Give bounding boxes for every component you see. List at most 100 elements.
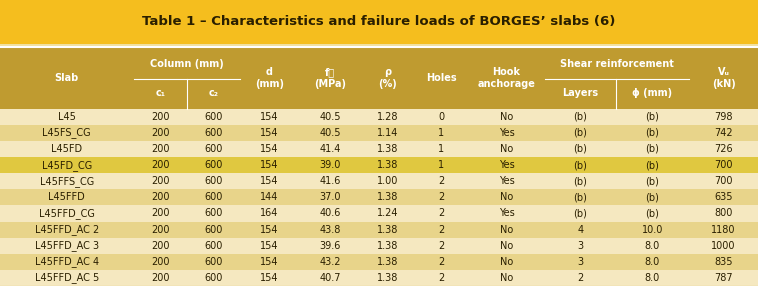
Text: 3: 3: [578, 241, 584, 251]
Text: 1000: 1000: [711, 241, 736, 251]
Text: 1.38: 1.38: [377, 144, 398, 154]
Text: L45FFD_AC 4: L45FFD_AC 4: [35, 256, 99, 267]
Text: 600: 600: [205, 208, 223, 219]
Bar: [0, 205, 758, 222]
Text: 1.28: 1.28: [377, 112, 399, 122]
Text: 41.4: 41.4: [319, 144, 340, 154]
Text: 200: 200: [151, 112, 170, 122]
Bar: [0, 238, 758, 254]
Text: 600: 600: [205, 176, 223, 186]
Text: 1: 1: [438, 160, 444, 170]
Text: No: No: [500, 144, 513, 154]
Text: 700: 700: [714, 176, 733, 186]
Text: 1.14: 1.14: [377, 128, 398, 138]
Text: (b): (b): [646, 192, 659, 202]
Text: 8.0: 8.0: [645, 273, 660, 283]
Text: L45FD: L45FD: [52, 144, 83, 154]
Text: 1.38: 1.38: [377, 257, 398, 267]
Text: 200: 200: [151, 225, 170, 235]
Text: 600: 600: [205, 241, 223, 251]
Text: L45FFD_CG: L45FFD_CG: [39, 208, 95, 219]
Text: 1: 1: [438, 144, 444, 154]
Text: Yes: Yes: [499, 160, 515, 170]
Text: 787: 787: [714, 273, 733, 283]
Text: 600: 600: [205, 144, 223, 154]
Text: 0: 0: [438, 112, 444, 122]
Text: 200: 200: [151, 176, 170, 186]
Text: 40.7: 40.7: [319, 273, 340, 283]
Text: Vᵤ
(kN): Vᵤ (kN): [712, 67, 735, 89]
Text: 200: 200: [151, 273, 170, 283]
Bar: [0, 254, 758, 270]
Text: 1.38: 1.38: [377, 160, 398, 170]
Text: L45FD_CG: L45FD_CG: [42, 160, 92, 170]
Text: 1.00: 1.00: [377, 176, 398, 186]
Text: 798: 798: [714, 112, 733, 122]
Text: 2: 2: [438, 241, 444, 251]
Text: 154: 154: [260, 273, 279, 283]
Text: 600: 600: [205, 112, 223, 122]
Text: 1.38: 1.38: [377, 192, 398, 202]
Text: 2: 2: [438, 225, 444, 235]
Text: 200: 200: [151, 160, 170, 170]
Text: 1: 1: [438, 128, 444, 138]
Text: Yes: Yes: [499, 128, 515, 138]
Text: 39.6: 39.6: [319, 241, 340, 251]
Text: 600: 600: [205, 257, 223, 267]
Text: 200: 200: [151, 208, 170, 219]
Text: Shear reinforcement: Shear reinforcement: [560, 59, 674, 69]
Text: 154: 154: [260, 160, 279, 170]
Text: (b): (b): [646, 128, 659, 138]
Bar: [0, 157, 758, 173]
Text: 2: 2: [438, 208, 444, 219]
Text: No: No: [500, 192, 513, 202]
Text: ϕ (mm): ϕ (mm): [632, 88, 672, 98]
Text: 154: 154: [260, 128, 279, 138]
Text: 41.6: 41.6: [319, 176, 340, 186]
Text: L45FFD: L45FFD: [49, 192, 85, 202]
Text: 200: 200: [151, 257, 170, 267]
Text: (b): (b): [646, 112, 659, 122]
Text: 2: 2: [438, 192, 444, 202]
Text: 2: 2: [438, 257, 444, 267]
Text: 200: 200: [151, 144, 170, 154]
Text: 40.6: 40.6: [319, 208, 340, 219]
Text: (b): (b): [574, 144, 587, 154]
Text: 43.2: 43.2: [319, 257, 340, 267]
Bar: [0, 44, 758, 47]
Text: L45FFD_AC 2: L45FFD_AC 2: [35, 224, 99, 235]
Text: 39.0: 39.0: [319, 160, 340, 170]
Text: 164: 164: [261, 208, 279, 219]
Text: L45FFD_AC 5: L45FFD_AC 5: [35, 273, 99, 283]
Text: 600: 600: [205, 128, 223, 138]
Text: 40.5: 40.5: [319, 112, 340, 122]
Text: 154: 154: [260, 257, 279, 267]
Text: 1.38: 1.38: [377, 225, 398, 235]
Text: No: No: [500, 257, 513, 267]
Bar: [0, 270, 758, 286]
Text: 700: 700: [714, 160, 733, 170]
Bar: [0, 0, 758, 44]
Text: (b): (b): [646, 160, 659, 170]
Text: 43.8: 43.8: [319, 225, 340, 235]
Text: Column (mm): Column (mm): [150, 59, 224, 69]
Text: Holes: Holes: [426, 73, 456, 83]
Text: 200: 200: [151, 128, 170, 138]
Text: 144: 144: [261, 192, 279, 202]
Text: Table 1 – Characteristics and failure loads of BORGES’ slabs (6): Table 1 – Characteristics and failure lo…: [143, 15, 615, 28]
Text: L45: L45: [58, 112, 76, 122]
Text: 600: 600: [205, 160, 223, 170]
Text: No: No: [500, 273, 513, 283]
Text: (b): (b): [574, 208, 587, 219]
Text: 200: 200: [151, 192, 170, 202]
Text: 2: 2: [438, 176, 444, 186]
Text: 40.5: 40.5: [319, 128, 340, 138]
Text: 726: 726: [714, 144, 733, 154]
Text: (b): (b): [574, 160, 587, 170]
Bar: [0, 47, 758, 109]
Text: 4: 4: [578, 225, 584, 235]
Text: c₂: c₂: [208, 88, 218, 98]
Text: 8.0: 8.0: [645, 257, 660, 267]
Bar: [0, 125, 758, 141]
Text: (b): (b): [646, 208, 659, 219]
